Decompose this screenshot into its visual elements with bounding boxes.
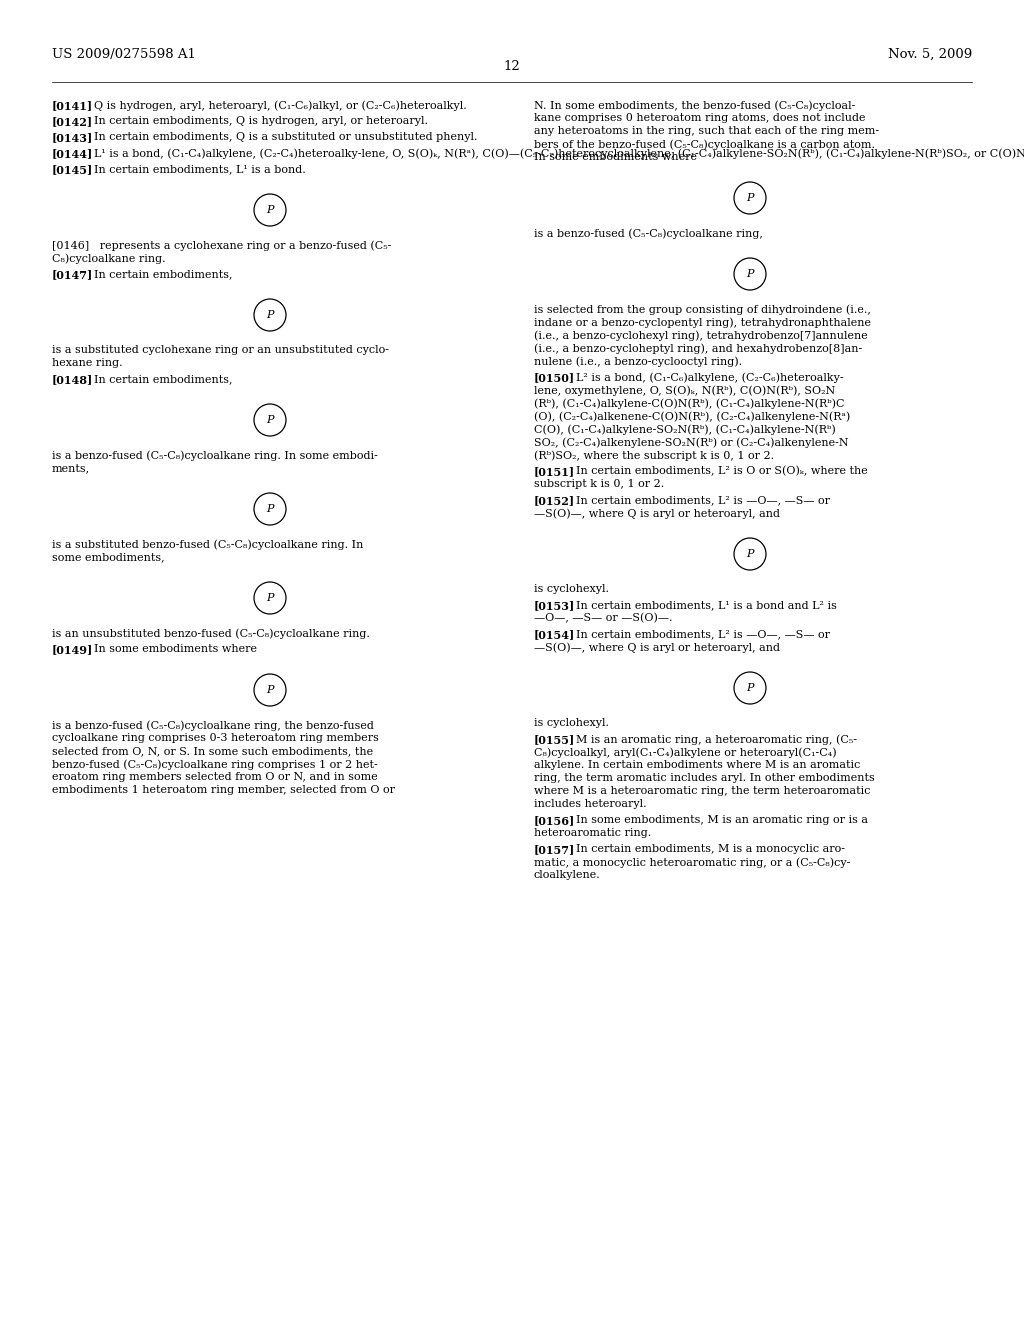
Text: eroatom ring members selected from O or N, and in some: eroatom ring members selected from O or … [52, 772, 378, 781]
Text: [0151]: [0151] [534, 466, 575, 477]
Text: In certain embodiments, Q is hydrogen, aryl, or heteroaryl.: In certain embodiments, Q is hydrogen, a… [93, 116, 428, 125]
Text: cloalkylene.: cloalkylene. [534, 870, 601, 880]
Text: M is an aromatic ring, a heteroaromatic ring, (C₅-: M is an aromatic ring, a heteroaromatic … [575, 734, 857, 744]
Text: [0148]: [0148] [52, 374, 93, 385]
Text: heteroaromatic ring.: heteroaromatic ring. [534, 828, 651, 838]
Text: includes heteroaryl.: includes heteroaryl. [534, 799, 646, 809]
Text: [0146]   represents a cyclohexane ring or a benzo-fused (C₅-: [0146] represents a cyclohexane ring or … [52, 240, 391, 251]
Text: In certain embodiments, L² is O or S(O)ₖ, where the: In certain embodiments, L² is O or S(O)ₖ… [575, 466, 867, 477]
Text: [0149]: [0149] [52, 644, 93, 655]
Text: In certain embodiments,: In certain embodiments, [93, 374, 232, 384]
Text: alkylene. In certain embodiments where M is an aromatic: alkylene. In certain embodiments where M… [534, 760, 860, 770]
Text: P: P [266, 504, 273, 513]
Text: is selected from the group consisting of dihydroindene (i.e.,: is selected from the group consisting of… [534, 304, 870, 314]
Text: ring, the term aromatic includes aryl. In other embodiments: ring, the term aromatic includes aryl. I… [534, 774, 874, 783]
Text: [0142]: [0142] [52, 116, 93, 127]
Text: In certain embodiments, Q is a substituted or unsubstituted phenyl.: In certain embodiments, Q is a substitut… [93, 132, 477, 143]
Text: subscript k is 0, 1 or 2.: subscript k is 0, 1 or 2. [534, 479, 665, 488]
Text: In certain embodiments, L¹ is a bond.: In certain embodiments, L¹ is a bond. [93, 164, 305, 174]
Text: C₈)cycloalkyl, aryl(C₁-C₄)alkylene or heteroaryl(C₁-C₄): C₈)cycloalkyl, aryl(C₁-C₄)alkylene or he… [534, 747, 837, 758]
Text: P: P [266, 205, 273, 215]
Text: some embodiments,: some embodiments, [52, 552, 165, 562]
Text: indane or a benzo-cyclopentyl ring), tetrahydronaphthalene: indane or a benzo-cyclopentyl ring), tet… [534, 317, 871, 327]
Text: P: P [746, 682, 754, 693]
Text: [0147]: [0147] [52, 269, 93, 280]
Text: P: P [266, 685, 273, 696]
Text: [0156]: [0156] [534, 814, 575, 826]
Text: (i.e., a benzo-cyclohexyl ring), tetrahydrobenzo[7]annulene: (i.e., a benzo-cyclohexyl ring), tetrahy… [534, 330, 867, 341]
Text: (i.e., a benzo-cycloheptyl ring), and hexahydrobenzo[8]an-: (i.e., a benzo-cycloheptyl ring), and he… [534, 343, 862, 354]
Text: is a substituted benzo-fused (C₅-C₈)cycloalkane ring. In: is a substituted benzo-fused (C₅-C₈)cycl… [52, 539, 364, 549]
Text: C(O), (C₁-C₄)alkylene-SO₂N(Rᵇ), (C₁-C₄)alkylene-N(Rᵇ): C(O), (C₁-C₄)alkylene-SO₂N(Rᵇ), (C₁-C₄)a… [534, 424, 836, 434]
Text: is cyclohexyl.: is cyclohexyl. [534, 583, 609, 594]
Text: lene, oxymethylene, O, S(O)ₖ, N(Rᵇ), C(O)N(Rᵇ), SO₂N: lene, oxymethylene, O, S(O)ₖ, N(Rᵇ), C(O… [534, 385, 836, 396]
Text: SO₂, (C₂-C₄)alkenylene-SO₂N(Rᵇ) or (C₂-C₄)alkenylene-N: SO₂, (C₂-C₄)alkenylene-SO₂N(Rᵇ) or (C₂-C… [534, 437, 849, 447]
Text: [0145]: [0145] [52, 164, 93, 176]
Text: (O), (C₂-C₄)alkenene-C(O)N(Rᵇ), (C₂-C₄)alkenylene-N(Rᵃ): (O), (C₂-C₄)alkenene-C(O)N(Rᵇ), (C₂-C₄)a… [534, 411, 850, 421]
Text: P: P [746, 549, 754, 558]
Text: P: P [746, 269, 754, 279]
Text: nulene (i.e., a benzo-cyclooctyl ring).: nulene (i.e., a benzo-cyclooctyl ring). [534, 356, 742, 367]
Text: Q is hydrogen, aryl, heteroaryl, (C₁-C₆)alkyl, or (C₂-C₆)heteroalkyl.: Q is hydrogen, aryl, heteroaryl, (C₁-C₆)… [93, 100, 466, 111]
Text: P: P [266, 593, 273, 603]
Text: [0153]: [0153] [534, 601, 575, 611]
Text: embodiments 1 heteroatom ring member, selected from O or: embodiments 1 heteroatom ring member, se… [52, 785, 395, 795]
Text: bers of the benzo-fused (C₅-C₈)cycloalkane is a carbon atom.: bers of the benzo-fused (C₅-C₈)cycloalka… [534, 139, 874, 149]
Text: Nov. 5, 2009: Nov. 5, 2009 [888, 48, 972, 61]
Text: L¹ is a bond, (C₁-C₄)alkylene, (C₂-C₄)heteroalky-lene, O, S(O)ₖ, N(Rᵃ), C(O)—(C₅: L¹ is a bond, (C₁-C₄)alkylene, (C₂-C₄)he… [93, 148, 1024, 158]
Text: In certain embodiments, L² is —O—, —S— or: In certain embodiments, L² is —O—, —S— o… [575, 495, 829, 506]
Text: P: P [266, 414, 273, 425]
Text: L² is a bond, (C₁-C₆)alkylene, (C₂-C₆)heteroalky-: L² is a bond, (C₁-C₆)alkylene, (C₂-C₆)he… [575, 372, 843, 383]
Text: ments,: ments, [52, 463, 90, 473]
Text: [0157]: [0157] [534, 843, 575, 855]
Text: kane comprises 0 heteroatom ring atoms, does not include: kane comprises 0 heteroatom ring atoms, … [534, 114, 865, 123]
Text: is a benzo-fused (C₅-C₈)cycloalkane ring, the benzo-fused: is a benzo-fused (C₅-C₈)cycloalkane ring… [52, 719, 374, 730]
Text: N. In some embodiments, the benzo-fused (C₅-C₈)cycloal-: N. In some embodiments, the benzo-fused … [534, 100, 855, 111]
Text: is an unsubstituted benzo-fused (C₅-C₈)cycloalkane ring.: is an unsubstituted benzo-fused (C₅-C₈)c… [52, 628, 370, 639]
Text: any heteroatoms in the ring, such that each of the ring mem-: any heteroatoms in the ring, such that e… [534, 125, 880, 136]
Text: In certain embodiments,: In certain embodiments, [93, 269, 232, 279]
Text: [0144]: [0144] [52, 148, 93, 158]
Text: [0141]: [0141] [52, 100, 93, 111]
Text: P: P [746, 193, 754, 203]
Text: —S(O)—, where Q is aryl or heteroaryl, and: —S(O)—, where Q is aryl or heteroaryl, a… [534, 642, 780, 652]
Text: US 2009/0275598 A1: US 2009/0275598 A1 [52, 48, 196, 61]
Text: [0143]: [0143] [52, 132, 93, 143]
Text: In certain embodiments, M is a monocyclic aro-: In certain embodiments, M is a monocycli… [575, 843, 845, 854]
Text: In some embodiments where: In some embodiments where [534, 152, 697, 162]
Text: In certain embodiments, L² is —O—, —S— or: In certain embodiments, L² is —O—, —S— o… [575, 630, 829, 639]
Text: [0152]: [0152] [534, 495, 575, 506]
Text: [0150]: [0150] [534, 372, 575, 383]
Text: benzo-fused (C₅-C₈)cycloalkane ring comprises 1 or 2 het-: benzo-fused (C₅-C₈)cycloalkane ring comp… [52, 759, 378, 770]
Text: hexane ring.: hexane ring. [52, 358, 123, 368]
Text: matic, a monocyclic heteroaromatic ring, or a (C₅-C₈)cy-: matic, a monocyclic heteroaromatic ring,… [534, 857, 850, 867]
Text: is a substituted cyclohexane ring or an unsubstituted cyclo-: is a substituted cyclohexane ring or an … [52, 345, 389, 355]
Text: P: P [266, 310, 273, 319]
Text: —O—, —S— or —S(O)—.: —O—, —S— or —S(O)—. [534, 612, 673, 623]
Text: 12: 12 [504, 59, 520, 73]
Text: (Rᵇ), (C₁-C₄)alkylene-C(O)N(Rᵇ), (C₁-C₄)alkylene-N(Rᵇ)C: (Rᵇ), (C₁-C₄)alkylene-C(O)N(Rᵇ), (C₁-C₄)… [534, 399, 845, 409]
Text: is a benzo-fused (C₅-C₈)cycloalkane ring. In some embodi-: is a benzo-fused (C₅-C₈)cycloalkane ring… [52, 450, 378, 461]
Text: In some embodiments, M is an aromatic ring or is a: In some embodiments, M is an aromatic ri… [575, 814, 867, 825]
Text: [0154]: [0154] [534, 630, 575, 640]
Text: is a benzo-fused (C₅-C₈)cycloalkane ring,: is a benzo-fused (C₅-C₈)cycloalkane ring… [534, 228, 763, 239]
Text: [0155]: [0155] [534, 734, 575, 744]
Text: is cyclohexyl.: is cyclohexyl. [534, 718, 609, 729]
Text: cycloalkane ring comprises 0-3 heteroatom ring members: cycloalkane ring comprises 0-3 heteroato… [52, 733, 379, 743]
Text: —S(O)—, where Q is aryl or heteroaryl, and: —S(O)—, where Q is aryl or heteroaryl, a… [534, 508, 780, 519]
Text: In some embodiments where: In some embodiments where [93, 644, 257, 653]
Text: (Rᵇ)SO₂, where the subscript k is 0, 1 or 2.: (Rᵇ)SO₂, where the subscript k is 0, 1 o… [534, 450, 774, 461]
Text: where M is a heteroaromatic ring, the term heteroaromatic: where M is a heteroaromatic ring, the te… [534, 785, 870, 796]
Text: selected from O, N, or S. In some such embodiments, the: selected from O, N, or S. In some such e… [52, 746, 373, 756]
Text: C₈)cycloalkane ring.: C₈)cycloalkane ring. [52, 253, 166, 264]
Text: In certain embodiments, L¹ is a bond and L² is: In certain embodiments, L¹ is a bond and… [575, 601, 837, 610]
